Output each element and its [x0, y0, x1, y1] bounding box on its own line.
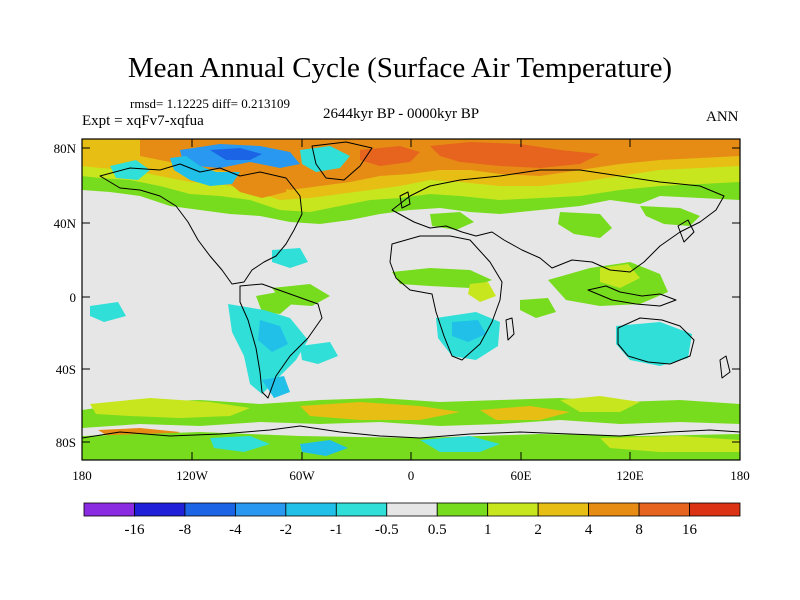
east-africa-yellow	[468, 282, 496, 302]
antarctica-cyan	[420, 436, 500, 452]
colorbar-label: 4	[585, 522, 593, 538]
amazon-green	[256, 292, 294, 314]
colorbar-label: 1	[484, 522, 492, 538]
colorbar-label: -0.5	[375, 522, 399, 538]
colorbar-swatch	[386, 502, 438, 517]
lon-label-180w: 180	[72, 468, 92, 483]
antarctica-cyan-2	[210, 436, 270, 452]
north-pacific-green	[640, 206, 700, 226]
lon-label-0: 0	[408, 468, 415, 483]
lon-label-120w: 120W	[176, 468, 209, 483]
lon-label-120e: 120E	[616, 468, 644, 483]
south-america-cyan	[228, 304, 308, 394]
colorbar-swatch	[689, 502, 741, 517]
experiment-label: Expt = xqFv7-xqfua	[82, 113, 204, 129]
lat-label-80n: 80N	[54, 141, 77, 156]
colorbar-label: -2	[280, 522, 293, 538]
southern-ocean-gold-east	[480, 406, 570, 420]
coast-japan	[677, 219, 695, 243]
coast-south-america	[239, 283, 323, 399]
colorbar-swatch	[184, 502, 236, 517]
lat-tick-marks	[82, 147, 740, 443]
colorbar: -16 -8 -4 -2 -1 -0.5 0.5 1 2 4 8 16	[83, 502, 741, 538]
rmsd-diff-stats: rmsd= 1.12225 diff= 0.213109	[130, 96, 290, 111]
colorbar-label: -16	[124, 522, 144, 538]
lon-label-180e: 180	[730, 468, 750, 483]
colorbar-label: 2	[534, 522, 542, 538]
lat-label-eq: 0	[70, 290, 77, 305]
colorbar-label: -1	[330, 522, 343, 538]
colorbar-swatch	[134, 502, 186, 517]
coast-antarctica	[82, 425, 740, 439]
southern-ocean-yellow-east	[560, 396, 640, 412]
barents-dark-orange	[360, 146, 420, 166]
alaska-cyan	[110, 160, 150, 180]
sahel-green	[392, 268, 492, 288]
colorbar-label: 16	[682, 522, 698, 538]
colorbar-swatch	[487, 502, 539, 517]
coast-africa	[389, 235, 503, 361]
lon-label-60e: 60E	[511, 468, 532, 483]
colorbar-swatch	[83, 502, 135, 517]
east-asia-green	[558, 212, 612, 238]
greenland-cyan	[300, 146, 350, 172]
antarctica-yellow	[600, 436, 740, 452]
colorbar-label: 8	[635, 522, 643, 538]
coast-new-zealand	[719, 355, 731, 379]
lat-label-40s: 40S	[56, 362, 76, 377]
season-label: ANN	[706, 109, 739, 125]
mediterranean-green	[430, 212, 474, 230]
colorbar-swatch	[234, 502, 287, 517]
lat-label-40n: 40N	[54, 216, 77, 231]
south-atlantic-cyan	[300, 342, 338, 364]
colorbar-swatch	[436, 502, 489, 517]
map-title: Mean Annual Cycle (Surface Air Temperatu…	[127, 52, 673, 84]
coast-indonesia	[587, 285, 677, 307]
coast-greenland	[311, 141, 373, 181]
map-plot-area	[82, 139, 740, 460]
patagonia-cyan	[262, 376, 290, 398]
coast-north-america	[99, 163, 303, 285]
colorbar-swatch	[335, 502, 388, 517]
colorbar-swatch	[537, 502, 590, 517]
lat-label-80s: 80S	[56, 435, 76, 450]
southern-africa-cyan-dark	[452, 320, 486, 342]
southern-ocean-yellow	[90, 398, 250, 418]
antarctica-blue	[300, 440, 348, 456]
colorbar-swatch	[588, 502, 640, 517]
australia-cyan	[616, 322, 692, 366]
indian-ocean-green	[520, 298, 556, 318]
west-atlantic-cyan	[272, 248, 308, 268]
coast-australia	[617, 317, 695, 365]
period-label: 2644kyr BP - 0000kyr BP	[323, 106, 480, 122]
colorbar-swatch	[285, 502, 337, 517]
lon-tick-marks	[191, 139, 631, 460]
coast-eurasia	[391, 169, 725, 273]
colorbar-label: 0.5	[428, 522, 447, 538]
coast-madagascar	[505, 317, 515, 341]
coast-british-isles	[399, 191, 411, 209]
southern-ocean-gold	[300, 402, 460, 420]
coastlines	[82, 141, 740, 439]
south-america-cyan-dark	[258, 320, 288, 352]
east-pacific-cyan	[90, 302, 126, 322]
lon-label-60w: 60W	[289, 468, 315, 483]
colorbar-label: -4	[229, 522, 242, 538]
colorbar-swatch	[638, 502, 690, 517]
arctic-orange-band	[140, 139, 740, 190]
canadian-arctic-dark-blue	[210, 148, 262, 160]
siberia-dark-orange	[430, 142, 600, 168]
colorbar-label: -8	[179, 522, 192, 538]
